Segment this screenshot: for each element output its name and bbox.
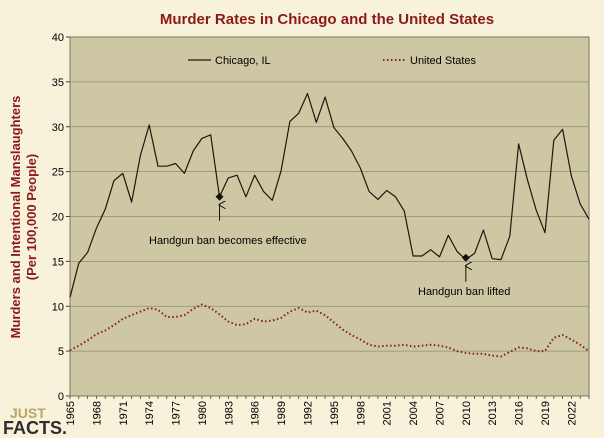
y-axis-ticks: 0 5 10 15 20 25 30 35 40 [52, 32, 70, 403]
annotation-ban-effective: Handgun ban becomes effective [149, 235, 307, 247]
legend-label-chicago: Chicago, IL [215, 55, 271, 67]
x-tick-label: 1980 [197, 401, 209, 425]
annotation-ban-lifted: Handgun ban lifted [418, 286, 510, 298]
x-tick-label: 2022 [566, 401, 578, 425]
x-tick-label: 1968 [91, 401, 103, 425]
x-tick-label: 1998 [355, 401, 367, 425]
x-tick-label: 1977 [171, 401, 183, 425]
y-axis-title-line-1: Murders and Intentional Manslaughters [8, 96, 23, 339]
legend-label-us: United States [410, 55, 477, 67]
y-axis-title-line-2: (Per 100,000 People) [24, 154, 39, 280]
x-tick-label: 2016 [514, 401, 526, 425]
logo-line-1: JUST [10, 405, 46, 421]
y-tick-label: 15 [52, 256, 64, 268]
grid-lines [70, 81, 589, 352]
x-tick-label: 1989 [276, 401, 288, 425]
series-lines [69, 92, 590, 358]
marker-ban-effective [215, 192, 224, 201]
x-tick-label: 2001 [382, 401, 394, 425]
y-tick-label: 5 [58, 346, 64, 358]
y-tick-label: 20 [52, 212, 64, 224]
y-tick-label: 0 [58, 391, 64, 403]
y-tick-label: 40 [52, 32, 64, 44]
y-tick-label: 30 [52, 122, 64, 134]
event-markers [215, 192, 470, 262]
x-tick-label: 1971 [118, 401, 130, 425]
legend: Chicago, IL United States [188, 55, 477, 67]
x-tick-label: 1965 [65, 401, 77, 425]
x-axis-ticks: 1965 1968 1971 1974 1977 1980 1983 1986 1989 1992… [65, 396, 590, 425]
y-axis-title: Murders and Intentional Manslaughters (P… [8, 96, 39, 339]
y-tick-label: 25 [52, 167, 64, 179]
series-line-chicago [69, 92, 590, 298]
y-tick-label: 10 [52, 301, 64, 313]
y-tick-label: 35 [52, 77, 64, 89]
chart-title: Murder Rates in Chicago and the United S… [160, 11, 494, 28]
x-tick-label: 2004 [408, 401, 420, 425]
x-tick-label: 2010 [461, 401, 473, 425]
logo: JUST FACTS. [3, 405, 67, 438]
annotations: Handgun ban becomes effective Handgun ban… [149, 205, 510, 298]
x-tick-label: 1983 [223, 401, 235, 425]
x-tick-label: 2019 [540, 401, 552, 425]
x-tick-label: 1992 [303, 401, 315, 425]
x-tick-label: 1974 [144, 401, 156, 425]
marker-ban-lifted [461, 253, 470, 262]
x-tick-label: 1986 [250, 401, 262, 425]
x-tick-label: 2013 [487, 401, 499, 425]
logo-line-2: FACTS. [3, 418, 67, 438]
x-tick-label: 2007 [434, 401, 446, 425]
x-tick-label: 1995 [329, 401, 341, 425]
